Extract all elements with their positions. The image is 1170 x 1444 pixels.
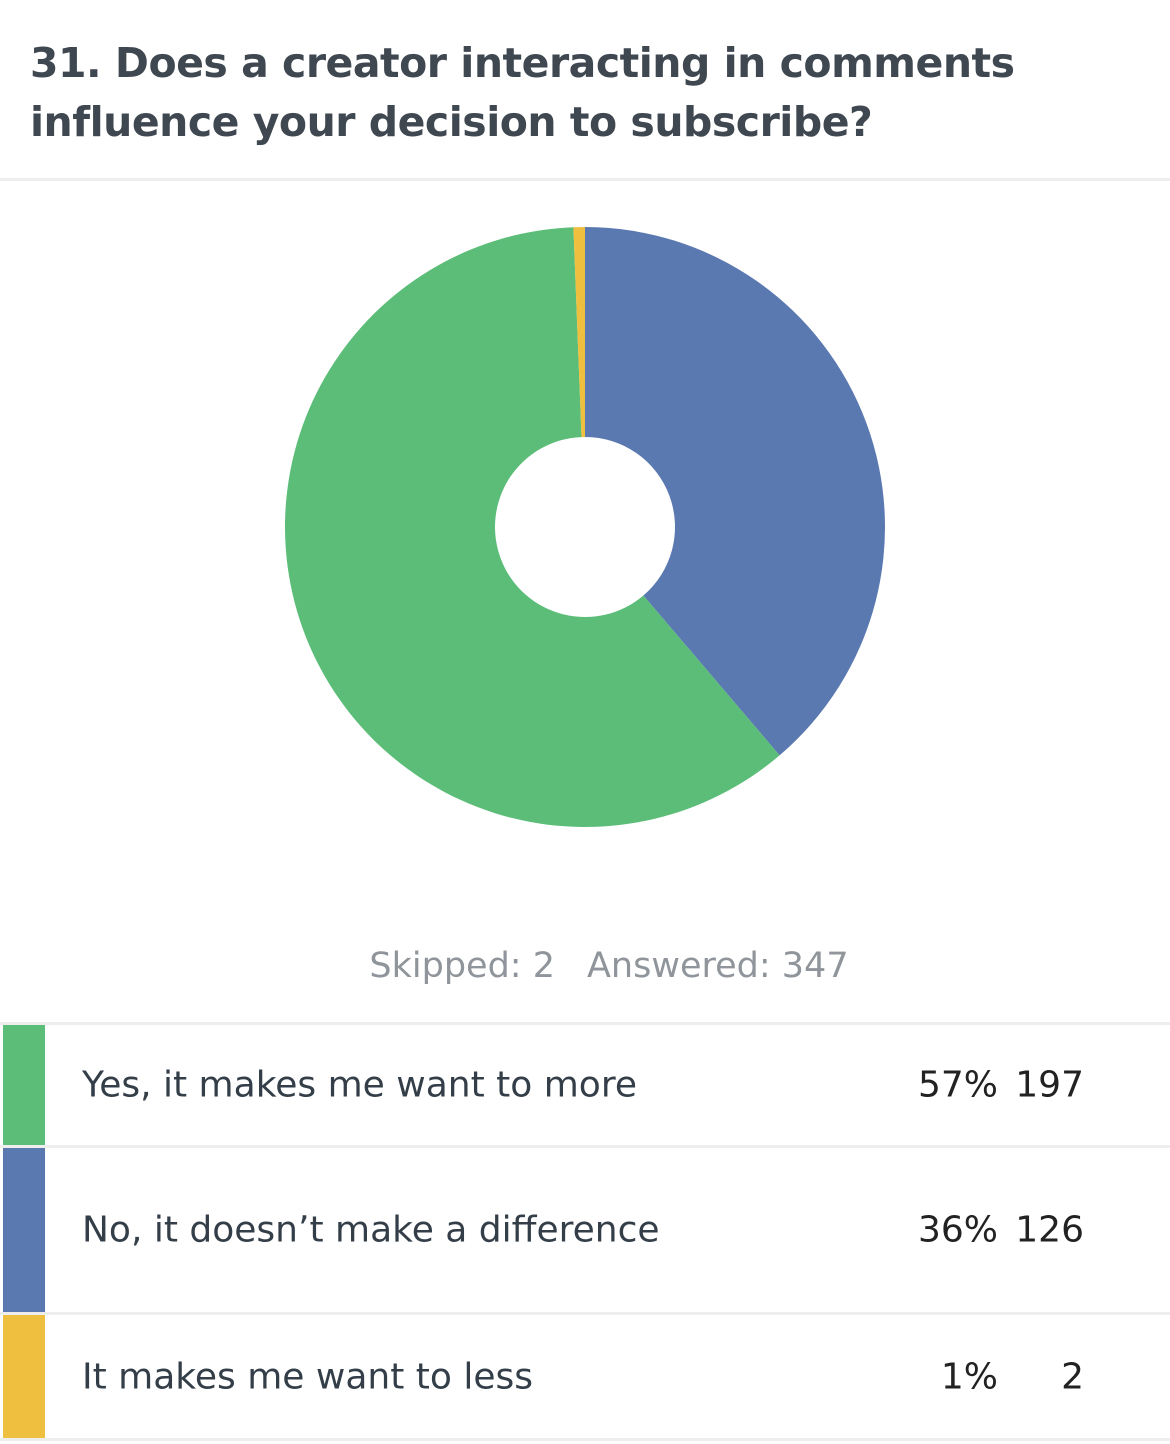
answer-count: 2 [1061,1356,1084,1397]
pie-slice-less [573,227,585,438]
answer-percent: 57% [917,1064,998,1106]
answer-label: Yes, it makes me want to more [82,1064,637,1106]
response-stats: Skipped: 2 Answered: 347 [0,940,1170,992]
answer-percent: 1% [940,1356,998,1397]
answer-row-no: No, it doesn’t make a difference 36% 126 [0,1148,1170,1315]
answer-row-yes: Yes, it makes me want to more 57% 197 [0,1025,1170,1148]
answer-label: No, it doesn’t make a difference [82,1209,660,1251]
answered-count: Answered: 347 [586,946,849,986]
legend-swatch-blue [3,1148,45,1312]
answer-row-less: It makes me want to less 1% 2 [0,1315,1170,1441]
skipped-count: Skipped: 2 [369,946,555,986]
answer-label: It makes me want to less [82,1356,534,1397]
answer-count: 197 [1015,1064,1084,1106]
legend-swatch-green [3,1025,45,1145]
pie-slice-no [585,227,885,756]
answer-percent: 36% [917,1209,998,1251]
pie-slice-yes [285,227,780,827]
donut-chart [285,227,885,827]
answer-table: Yes, it makes me want to more 57% 197 No… [0,1022,1170,1444]
answer-count: 126 [1015,1209,1084,1251]
question-header: 31. Does a creator interacting in commen… [0,0,1170,181]
chart-area [0,181,1170,901]
legend-swatch-yellow [3,1315,45,1438]
question-title: 31. Does a creator interacting in commen… [30,39,1015,146]
